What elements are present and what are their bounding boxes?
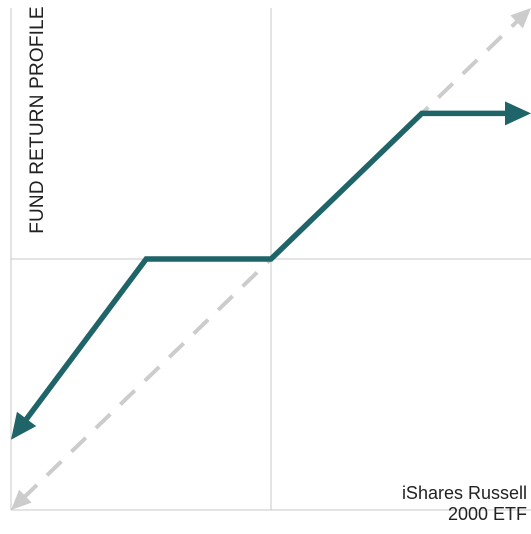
x-axis-label-line-1: iShares Russell (401, 483, 527, 503)
reference-arrow-lower (11, 489, 32, 510)
x-axis-label-line-2: 2000 ETF (447, 504, 527, 524)
fund-return-line (21, 110, 509, 424)
y-axis-label: FUND RETURN PROFILE (27, 6, 48, 234)
fund-arrow-left (11, 411, 37, 440)
fund-arrow-right (505, 101, 531, 126)
x-axis-label: iShares Russell 2000 ETF (402, 483, 527, 525)
reference-arrow-upper (510, 8, 531, 29)
